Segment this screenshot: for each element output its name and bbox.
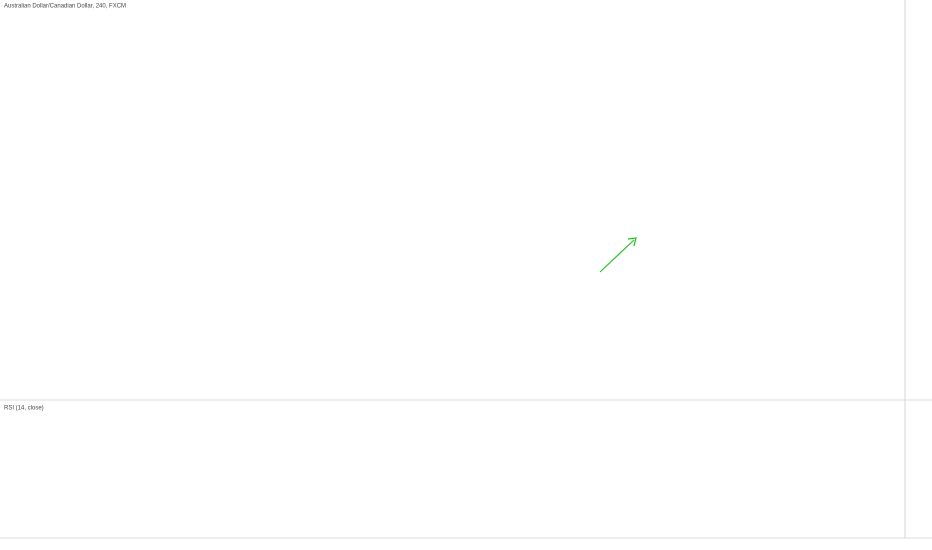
projection-arrow <box>599 239 635 273</box>
chart-title: Australian Dollar/Canadian Dollar, 240, … <box>4 4 126 10</box>
arrow-head <box>627 237 637 247</box>
rsi-title: RSI (14, close) <box>4 406 44 412</box>
